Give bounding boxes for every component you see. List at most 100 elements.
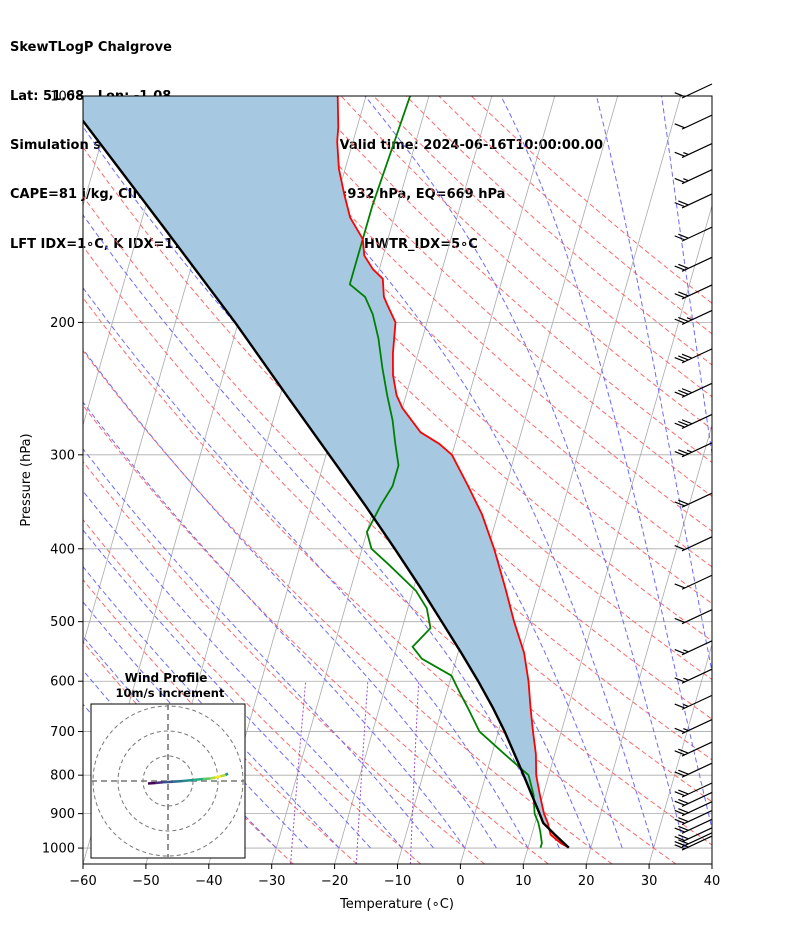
x-tick-label: 30 — [641, 874, 658, 889]
isotherm — [460, 96, 681, 864]
hodograph-segment — [147, 781, 156, 785]
dewpoint-line — [348, 96, 543, 848]
hodograph-segment — [215, 775, 221, 779]
y-tick-label: 200 — [50, 316, 75, 331]
y-tick-label: 500 — [50, 615, 75, 630]
hodograph-segment — [210, 776, 216, 780]
x-tick-label: −40 — [195, 874, 222, 889]
y-tick-label: 600 — [50, 675, 75, 690]
hodograph-segment — [162, 780, 174, 784]
wind-barb — [674, 827, 713, 843]
wind-barb — [674, 574, 713, 590]
wind-barb — [674, 143, 713, 159]
moist-adiabat — [234, 96, 655, 849]
wind-barb — [674, 668, 713, 684]
dry-adiabat — [438, 96, 712, 335]
moist-adiabat — [500, 96, 712, 831]
dry-adiabat — [83, 245, 712, 846]
moist-adiabat — [596, 96, 712, 675]
hodograph-ring — [117, 730, 219, 832]
wind-barb — [674, 741, 713, 757]
isotherm — [585, 423, 712, 864]
hodograph-title: Wind Profile — [125, 671, 208, 685]
x-tick-label: −50 — [132, 874, 159, 889]
wind-barb — [674, 492, 713, 508]
x-axis-label: Temperature (∘C) — [339, 897, 454, 912]
y-tick-label: 400 — [50, 542, 75, 557]
hodograph-segment — [172, 779, 184, 783]
dry-adiabat — [210, 96, 712, 568]
moist-adiabat — [83, 565, 340, 849]
wind-barb — [674, 719, 713, 735]
header-title: SkewTLogP Chalgrove — [10, 39, 172, 55]
moist-adiabat — [83, 529, 371, 849]
parcel-line — [83, 118, 570, 849]
isotherm — [83, 96, 178, 427]
x-tick-label: 40 — [704, 874, 721, 889]
dry-adiabat — [340, 96, 712, 430]
isotherm — [522, 204, 712, 864]
wind-barb — [674, 536, 713, 552]
moist-adiabat — [83, 448, 434, 849]
y-tick-label: 900 — [50, 807, 75, 822]
hodograph-segment — [182, 778, 194, 783]
y-tick-label: 1000 — [42, 842, 75, 857]
x-tick-label: −10 — [384, 874, 411, 889]
wind-barb — [674, 382, 713, 398]
y-axis-ticks: 1000 900 800 700 600 500 400 300 200 100 — [42, 90, 83, 857]
dry-adiabat — [83, 460, 485, 864]
y-tick-label: 300 — [50, 448, 75, 463]
dry-adiabat — [242, 96, 712, 532]
isotherm — [711, 862, 712, 864]
isotherm — [648, 643, 712, 864]
wind-barb — [674, 169, 713, 185]
wind-barb — [674, 810, 713, 826]
wind-barb — [674, 284, 713, 300]
y-tick-label: 800 — [50, 769, 75, 784]
moist-adiabat — [83, 287, 529, 849]
x-axis-ticks: −60 −50 −40 −30 −20 −10 0 10 20 30 40 — [69, 864, 720, 889]
wind-barb — [674, 694, 713, 710]
hodograph-segment — [202, 777, 211, 781]
y-tick-label: 700 — [50, 725, 75, 740]
x-tick-label: −60 — [69, 874, 96, 889]
wind-barb — [674, 256, 713, 272]
hodograph-subtitle: 10m/s increment — [116, 686, 225, 700]
wind-barb — [674, 818, 713, 834]
profile-lines — [83, 96, 570, 849]
wind-barb — [674, 413, 713, 429]
wind-barb — [674, 762, 713, 778]
wind-barb — [674, 193, 713, 209]
wind-barb — [674, 226, 713, 242]
dry-adiabat — [177, 96, 712, 605]
dry-adiabat — [83, 195, 712, 803]
mixing-ratio-line — [355, 681, 369, 864]
wind-barb — [674, 442, 713, 458]
x-tick-label: 0 — [456, 874, 464, 889]
x-tick-label: −30 — [258, 874, 285, 889]
moist-adiabat — [83, 490, 403, 849]
y-axis-label: Pressure (hPa) — [19, 433, 34, 526]
y-tick-label: 100 — [50, 90, 75, 105]
moist-adiabat — [661, 96, 712, 457]
wind-barb — [674, 348, 713, 364]
wind-barb — [674, 801, 713, 817]
wind-barb — [674, 782, 713, 798]
mixing-ratio-line — [409, 681, 420, 864]
mixing-ratio-lines — [290, 681, 420, 864]
wind-barb — [674, 791, 713, 807]
moist-adiabat — [83, 601, 309, 849]
dry-adiabat — [83, 641, 294, 864]
dry-adiabat — [275, 96, 712, 497]
hodograph-inset: Wind Profile 10m/s increment — [90, 671, 246, 859]
cape-area — [83, 96, 548, 823]
wind-barb — [674, 609, 713, 625]
moist-adiabat — [83, 401, 466, 849]
hodograph-segment — [155, 781, 164, 785]
x-tick-label: 20 — [578, 874, 595, 889]
moist-adiabat — [364, 96, 686, 849]
x-tick-label: −20 — [321, 874, 348, 889]
x-tick-label: 10 — [515, 874, 532, 889]
temperature-line — [336, 96, 570, 849]
